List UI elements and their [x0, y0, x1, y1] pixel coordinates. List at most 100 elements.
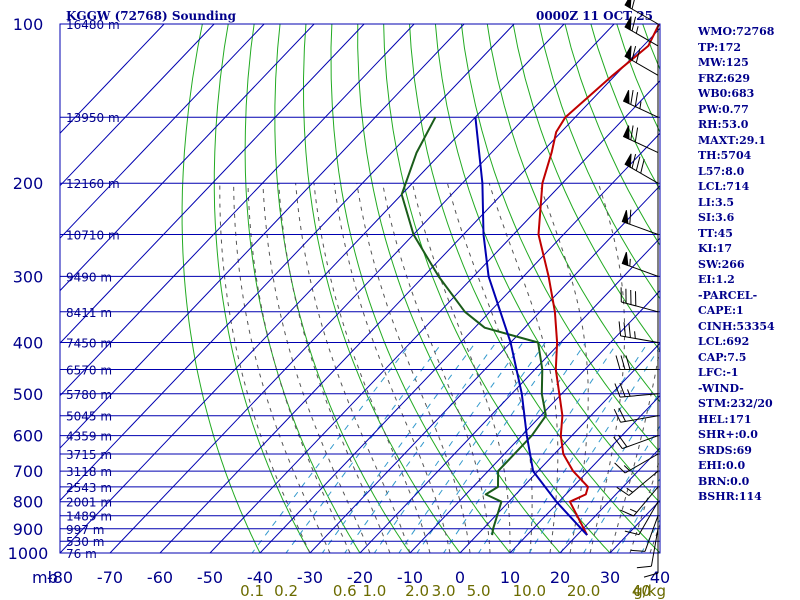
isotherm-line: [259, 132, 660, 553]
wind-barb: [624, 153, 659, 184]
isotherm-line: [60, 24, 465, 449]
dry-adiabat-line: [181, 24, 261, 553]
height-label: 13950 m: [66, 111, 120, 125]
wind-barb: [620, 486, 659, 517]
mixing-ratio-line: [251, 342, 412, 553]
height-label: 10710 m: [66, 229, 120, 243]
isotherm-line: [60, 24, 415, 397]
sounding-index-item: MW:125: [698, 56, 749, 69]
dry-adiabat-line: [564, 24, 660, 247]
temperature-tick-label: 10: [500, 568, 520, 587]
dry-adiabat-line: [244, 24, 361, 553]
skew-t-plot-area: [60, 24, 660, 553]
temperature-tick-label: -50: [197, 568, 223, 587]
sounding-index-item: EI:1.2: [698, 273, 735, 286]
isotherm-line: [60, 24, 215, 187]
height-label: 3715 m: [66, 448, 112, 462]
sounding-index-item: EHI:0.0: [698, 459, 746, 472]
height-label: 2001 m: [66, 496, 112, 510]
sounding-index-item: CINH:53354: [698, 319, 775, 333]
mixing-ratio-line: [583, 425, 660, 553]
chart-subtitle: 0000Z 11 OCT 25: [536, 9, 653, 23]
height-label: 12160 m: [66, 177, 120, 191]
mixing-ratio-tick-label: 3.0: [432, 582, 456, 600]
wind-barb: [616, 470, 659, 496]
wind-barb: [643, 535, 659, 578]
isotherm-line: [209, 80, 660, 553]
sounding-index-item: TT:45: [698, 226, 733, 240]
pressure-tick-label: 300: [13, 267, 44, 286]
mixing-ratio-tick-label: 1.0: [362, 582, 386, 600]
isotherm-line: [309, 184, 660, 553]
temperature-tick-label: -10: [397, 568, 423, 587]
mixing-ratio-line: [560, 390, 660, 553]
wind-barb: [622, 125, 659, 154]
dewpoint-profile-line: [400, 116, 547, 536]
moist-adiabat-line: [488, 183, 559, 553]
height-label: 5780 m: [66, 388, 112, 402]
pressure-tick-label: 500: [13, 385, 44, 404]
mixing-ratio-tick-label: 0.6: [333, 582, 357, 600]
sounding-index-item: MAXT:29.1: [698, 133, 766, 147]
temperature-profile-line: [537, 24, 660, 536]
mixing-ratio-line: [344, 342, 497, 553]
sounding-index-item: SI:3.6: [698, 211, 735, 224]
temperature-tick-label: -20: [347, 568, 373, 587]
mixing-ratio-line: [285, 342, 443, 553]
height-label: 7450 m: [66, 337, 112, 351]
temperature-tick-label: 20: [550, 568, 570, 587]
mixing-ratio-line: [511, 342, 649, 553]
height-label: 16480 m: [66, 18, 120, 32]
sounding-index-item: RH:53.0: [698, 118, 749, 131]
wind-barb: [624, 45, 659, 76]
sounding-index-item: SW:266: [698, 257, 745, 271]
sounding-index-item: LFC:-1: [698, 366, 739, 379]
temperature-tick-label: 30: [600, 568, 620, 587]
pressure-tick-label: 100: [13, 15, 44, 34]
wind-barb: [636, 528, 659, 569]
mixing-ratio-line: [398, 342, 546, 553]
isotherm-line: [60, 24, 365, 344]
wind-barb: [622, 90, 659, 118]
isotherm-line: [60, 24, 565, 553]
isotherm-line: [409, 289, 660, 553]
pressure-tick-label: 400: [13, 334, 44, 353]
mixing-ratio-tick-label: 20.0: [567, 582, 600, 600]
wind-barb: [613, 434, 659, 450]
temperature-tick-label: -30: [297, 568, 323, 587]
sounding-index-item: STM:232/20: [698, 397, 773, 410]
temperature-tick-label: -70: [97, 568, 123, 587]
wind-barb: [624, 501, 659, 536]
isotherm-line: [459, 342, 660, 553]
pressure-tick-label: 600: [13, 427, 44, 446]
mixing-ratio-tick-label: 0.1: [240, 582, 264, 600]
isotherm-line: [559, 447, 660, 553]
isotherm-line: [159, 27, 660, 553]
sounding-index-item: TH:5704: [698, 149, 752, 162]
wind-barb: [630, 515, 659, 552]
height-label: 8411 m: [66, 306, 112, 320]
mixing-ratio-line: [477, 342, 618, 553]
temperature-tick-label: -80: [47, 568, 73, 587]
mixing-ratio-tick-label: 0.2: [274, 582, 298, 600]
parcel-profile-line: [474, 117, 588, 536]
temperature-tick-label: 40: [650, 568, 670, 587]
wind-barb: [621, 209, 659, 235]
height-label: 9490 m: [66, 270, 112, 284]
sounding-index-item: SRDS:69: [698, 443, 752, 457]
height-label: 1489 m: [66, 510, 112, 524]
isotherm-line: [359, 237, 660, 553]
chart-title: KGGW (72768) Sounding: [66, 9, 237, 23]
mixing-ratio-tick-label: 10.0: [513, 582, 546, 600]
dry-adiabat-line: [460, 24, 660, 454]
temperature-tick-label: -40: [247, 568, 273, 587]
sounding-index-item: TP:172: [698, 40, 742, 54]
temperature-tick-label: -60: [147, 568, 173, 587]
sounding-index-item: WMO:72768: [698, 25, 775, 38]
moist-adiabat-line: [219, 183, 311, 553]
sounding-index-item: HEL:171: [698, 412, 752, 426]
mixing-ratio-line: [528, 346, 660, 553]
isotherm-line: [60, 24, 265, 239]
sounding-index-item: L57:8.0: [698, 164, 745, 178]
